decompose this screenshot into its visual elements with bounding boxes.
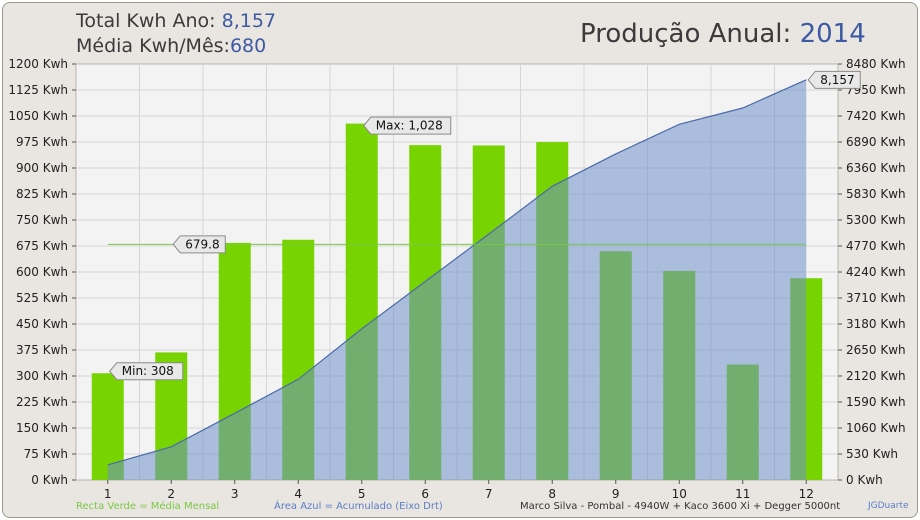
y-right-tick-label: 4770 Kwh <box>846 239 906 253</box>
y-left-tick-label: 0 Kwh <box>31 473 68 487</box>
avg-callout: 679.8 <box>185 237 219 251</box>
cumulative-line <box>107 79 807 466</box>
y-right-tick-label: 8480 Kwh <box>846 57 906 71</box>
y-left-tick-label: 75 Kwh <box>24 447 68 461</box>
avg-kwh-value: 680 <box>229 35 267 57</box>
y-left-tick-label: 300 Kwh <box>16 369 68 383</box>
chart-title-label: Produção Anual: <box>580 19 792 49</box>
y-right-tick-label: 0 Kwh <box>846 473 883 487</box>
x-tick-label: 1 <box>104 487 112 501</box>
x-tick-label: 10 <box>672 487 687 501</box>
cumulative-area <box>107 79 807 481</box>
x-tick-label: 3 <box>231 487 239 501</box>
y-right-tick-label: 7950 Kwh <box>846 83 906 97</box>
max-callout-box <box>363 116 452 135</box>
min-callout: Min: 308 <box>122 364 174 378</box>
y-right-tick-label: 6360 Kwh <box>846 161 906 175</box>
avg-kwh-month: Média Kwh/Mês:680 <box>76 35 266 57</box>
chart-title-year: 2014 <box>799 19 866 49</box>
avg-kwh-label: Média Kwh/Mês: <box>76 35 230 57</box>
x-tick-label: 7 <box>485 487 493 501</box>
y-left-tick-label: 975 Kwh <box>16 135 68 149</box>
chart-title: Produção Anual: 2014 <box>580 19 866 49</box>
total-callout-box <box>807 70 861 89</box>
avg-callout-box <box>172 235 226 254</box>
y-left-tick-label: 900 Kwh <box>16 161 68 175</box>
y-left-tick-label: 375 Kwh <box>16 343 68 357</box>
system-credit: Marco Silva - Pombal - 4940W + Kaco 3600… <box>520 501 841 512</box>
y-left-tick-label: 1050 Kwh <box>8 109 68 123</box>
y-right-tick-label: 3180 Kwh <box>846 317 906 331</box>
y-left-tick-label: 525 Kwh <box>16 291 68 305</box>
y-right-tick-label: 7420 Kwh <box>846 109 906 123</box>
total-kwh-year: Total Kwh Ano: 8,157 <box>76 10 276 32</box>
y-left-tick-label: 150 Kwh <box>16 421 68 435</box>
y-right-tick-label: 2120 Kwh <box>846 369 906 383</box>
y-right-tick-label: 1060 Kwh <box>846 421 906 435</box>
x-tick-label: 9 <box>612 487 620 501</box>
y-right-tick-label: 5300 Kwh <box>846 213 906 227</box>
y-right-tick-label: 1590 Kwh <box>846 395 906 409</box>
author-credit: JGDuarte <box>868 501 909 511</box>
x-tick-label: 8 <box>548 487 556 501</box>
total-kwh-value: 8,157 <box>221 10 277 32</box>
x-tick-label: 5 <box>358 487 366 501</box>
y-left-tick-label: 450 Kwh <box>16 317 68 331</box>
y-left-tick-label: 1125 Kwh <box>8 83 68 97</box>
y-right-tick-label: 6890 Kwh <box>846 135 906 149</box>
x-tick-label: 12 <box>799 487 814 501</box>
total-kwh-label: Total Kwh Ano: <box>76 10 216 32</box>
x-tick-label: 4 <box>294 487 302 501</box>
y-left-tick-label: 1200 Kwh <box>8 57 68 71</box>
y-right-tick-label: 4240 Kwh <box>846 265 906 279</box>
y-left-tick-label: 825 Kwh <box>16 187 68 201</box>
min-callout-box <box>109 362 184 381</box>
x-tick-label: 6 <box>421 487 429 501</box>
x-tick-label: 11 <box>735 487 750 501</box>
y-right-tick-label: 530 Kwh <box>846 447 898 461</box>
y-right-tick-label: 5830 Kwh <box>846 187 906 201</box>
y-left-tick-label: 600 Kwh <box>16 265 68 279</box>
y-right-tick-label: 3710 Kwh <box>846 291 906 305</box>
total-callout: 8,157 <box>820 73 854 87</box>
green-line-legend: Recta Verde = Média Mensal <box>76 501 220 512</box>
y-right-tick-label: 2650 Kwh <box>846 343 906 357</box>
blue-area-legend: Área Azul = Acumulado (Eixo Drt) <box>274 501 443 512</box>
max-callout: Max: 1,028 <box>376 119 443 133</box>
y-left-tick-label: 750 Kwh <box>16 213 68 227</box>
y-left-tick-label: 675 Kwh <box>16 239 68 253</box>
x-tick-label: 2 <box>167 487 175 501</box>
y-left-tick-label: 225 Kwh <box>16 395 68 409</box>
